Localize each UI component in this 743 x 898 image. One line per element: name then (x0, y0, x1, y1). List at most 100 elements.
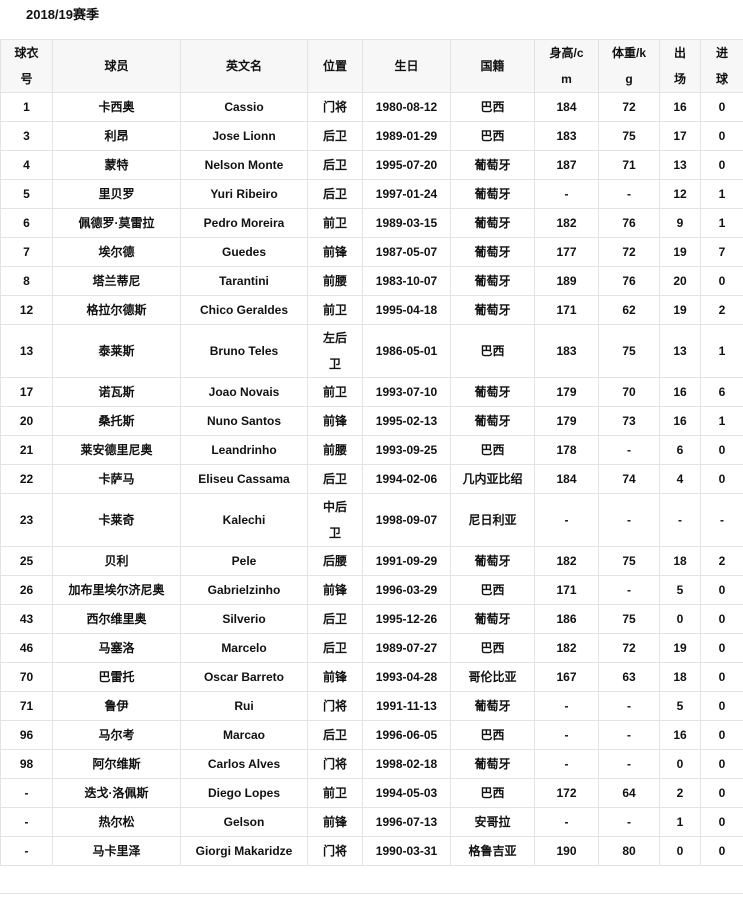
cell-text: 葡萄牙 (474, 385, 511, 400)
cell-appearances: 17 (659, 121, 701, 151)
cell-weight: - (598, 575, 660, 605)
table-row: 70 巴雷托 Oscar Barreto 前锋 1993-04-28 哥伦比亚 167 63 1… (0, 662, 743, 692)
cell-weight: - (598, 749, 660, 779)
cell-jersey: 23 (0, 493, 53, 547)
cell-text: - (627, 728, 631, 743)
cell-jersey: 5 (0, 179, 53, 209)
cell-weight: - (598, 435, 660, 465)
cell-goals: 1 (700, 179, 743, 209)
cell-birthday: 1996-03-29 (362, 575, 451, 605)
cell-text: 0 (718, 612, 726, 627)
table-row: 23 卡莱奇 Kalechi 中后卫 1998-09-07 尼日利亚 - - - - (0, 493, 743, 547)
cell-height: 182 (534, 546, 599, 576)
cell-text: - (627, 187, 631, 202)
cell-jersey: 13 (0, 324, 53, 378)
cell-text: 后卫 (322, 129, 347, 144)
table-row: 12 格拉尔德斯 Chico Geraldes 前卫 1995-04-18 葡萄牙 171 6… (0, 295, 743, 325)
cell-jersey: 1 (0, 92, 53, 122)
cell-birthday: 1993-09-25 (362, 435, 451, 465)
cell-text: 16 (673, 385, 687, 400)
cell-text: 葡萄牙 (474, 757, 511, 772)
cell-position: 后腰 (307, 546, 363, 576)
header-label: 进球 (715, 46, 728, 86)
cell-text: 巴西 (480, 129, 505, 144)
cell-goals: 0 (700, 604, 743, 634)
cell-weight: 64 (598, 778, 660, 808)
cell-english-name: Marcao (180, 720, 308, 750)
cell-text: 0 (676, 844, 684, 859)
cell-nationality: 葡萄牙 (450, 237, 535, 267)
cell-player: 西尔维里奥 (52, 604, 181, 634)
cell-height: 186 (534, 604, 599, 634)
cell-text: - (678, 513, 682, 528)
cell-position: 后卫 (307, 633, 363, 663)
cell-text: 门将 (322, 844, 347, 859)
cell-english-name: Pedro Moreira (180, 208, 308, 238)
cell-text: 前卫 (322, 385, 347, 400)
cell-text: 72 (622, 641, 636, 656)
cell-height: 184 (534, 92, 599, 122)
cell-position: 后卫 (307, 604, 363, 634)
cell-english-name: Eliseu Cassama (180, 464, 308, 494)
cell-birthday: 1995-12-26 (362, 604, 451, 634)
cell-text: 0 (718, 699, 726, 714)
cell-height: 167 (534, 662, 599, 692)
cell-text: 0 (718, 129, 726, 144)
cell-player: 马塞洛 (52, 633, 181, 663)
cell-weight: - (598, 691, 660, 721)
cell-weight: - (598, 720, 660, 750)
cell-text: - (564, 699, 569, 714)
cell-text: 4 (23, 158, 30, 173)
cell-position: 前锋 (307, 662, 363, 692)
cell-text: 21 (19, 443, 34, 458)
cell-text: 1993-07-10 (375, 385, 438, 400)
cell-text: 0 (718, 670, 726, 685)
cell-text: 167 (556, 670, 577, 685)
table-row: 6 佩德罗·莫雷拉 Pedro Moreira 前卫 1989-03-15 葡萄牙 182 7… (0, 208, 743, 238)
table-row: 96 马尔考 Marcao 后卫 1996-06-05 巴西 - - 16 0 (0, 720, 743, 750)
cell-goals: 0 (700, 807, 743, 837)
cell-text: 门将 (322, 100, 347, 115)
table-row: 17 诺瓦斯 Joao Novais 前卫 1993-07-10 葡萄牙 179 70 16 6 (0, 377, 743, 407)
cell-appearances: 0 (659, 749, 701, 779)
cell-text: 182 (556, 641, 577, 656)
cell-goals: 7 (700, 237, 743, 267)
cell-english-name: Silverio (180, 604, 308, 634)
cell-text: 26 (19, 583, 34, 598)
cell-text: 1996-07-13 (375, 815, 438, 830)
cell-jersey: 98 (0, 749, 53, 779)
table-row: - 热尔松 Gelson 前锋 1996-07-13 安哥拉 - - 1 0 (0, 807, 743, 837)
cell-text: 187 (556, 158, 577, 173)
cell-text: 2 (718, 554, 726, 569)
cell-text: 0 (718, 472, 726, 487)
cell-text: 74 (622, 472, 636, 487)
cell-nationality: 葡萄牙 (450, 406, 535, 436)
cell-goals: 0 (700, 778, 743, 808)
cell-weight: 75 (598, 604, 660, 634)
cell-text: 塔兰蒂尼 (92, 274, 141, 289)
cell-height: 177 (534, 237, 599, 267)
cell-birthday: 1993-04-28 (362, 662, 451, 692)
cell-height: 182 (534, 633, 599, 663)
cell-english-name: Cassio (180, 92, 308, 122)
cell-birthday: 1991-11-13 (362, 691, 451, 721)
cell-text: 中后卫 (322, 500, 347, 540)
header-goals: 进球 (700, 39, 743, 93)
cell-text: 后卫 (322, 612, 347, 627)
cell-text: 12 (673, 187, 687, 202)
cell-text: 巴西 (480, 728, 505, 743)
cell-text: 22 (19, 472, 34, 487)
cell-appearances: 16 (659, 377, 701, 407)
cell-text: Marcao (222, 728, 266, 743)
cell-text: 0 (676, 757, 684, 772)
cell-position: 前锋 (307, 807, 363, 837)
table-row: 13 泰莱斯 Bruno Teles 左后卫 1986-05-01 巴西 183 75 13 1 (0, 324, 743, 378)
cell-birthday: 1989-07-27 (362, 633, 451, 663)
cell-text: Yuri Ribeiro (210, 187, 278, 202)
cell-text: 葡萄牙 (474, 187, 511, 202)
season-title: 2018/19赛季 (26, 7, 99, 22)
cell-text: 1 (718, 414, 726, 429)
cell-text: 18 (673, 554, 687, 569)
cell-text: 马卡里泽 (92, 844, 141, 859)
cell-position: 前腰 (307, 266, 363, 296)
